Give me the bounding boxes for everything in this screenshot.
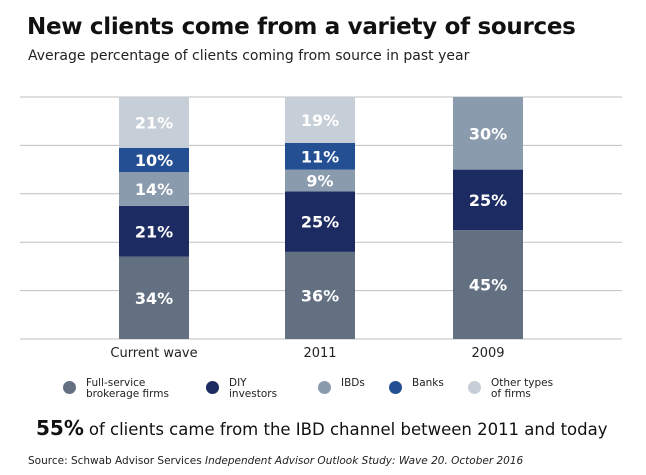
legend-label: Banks <box>412 377 444 389</box>
data-label: 21% <box>135 113 173 132</box>
legend-swatch <box>389 381 402 394</box>
bar-segment <box>453 97 523 170</box>
bar-segment <box>453 230 523 339</box>
data-label: 11% <box>301 147 339 166</box>
data-label: 36% <box>301 286 339 305</box>
chart-subtitle: Average percentage of clients coming fro… <box>28 48 470 64</box>
bar-segment <box>285 142 355 170</box>
bars: 34% 21% 14% 10% 21% 36% 25% 9% 11% 19% 45% 25% 30% <box>119 97 523 339</box>
category-label: 2011 <box>303 346 336 361</box>
source-note: Source: Schwab Advisor Services Independ… <box>28 455 523 467</box>
bar-stack: 34% 21% 14% 10% 21% <box>119 97 189 339</box>
legend-label: DIY investors <box>229 377 278 400</box>
bar-segment <box>285 97 355 143</box>
stacked-bar-chart: 34% 21% 14% 10% 21% 36% 25% 9% 11% 19% 45% 25% 30% C… <box>20 96 622 361</box>
legend-swatch <box>63 381 76 394</box>
legend-item: Other types of firms <box>468 378 553 400</box>
bar-segment <box>119 147 189 173</box>
category-label: 2009 <box>471 346 504 361</box>
legend-item: IBDs <box>318 378 365 394</box>
data-label: 14% <box>135 180 173 199</box>
legend: Full-service brokerage firms DIY investor… <box>0 378 646 414</box>
bar-segment <box>119 172 189 206</box>
data-label: 25% <box>469 191 507 210</box>
bar-stack: 36% 25% 9% 11% 19% <box>285 97 355 339</box>
bar-segment <box>453 169 523 231</box>
data-label: 9% <box>306 171 333 190</box>
legend-label: Full-service brokerage firms <box>86 377 170 400</box>
bar-segment <box>119 205 189 257</box>
legend-label: IBDs <box>341 377 365 389</box>
bar-segment <box>285 191 355 252</box>
bar-segment <box>119 256 189 339</box>
headline-text: of clients came from the IBD channel bet… <box>88 420 608 439</box>
data-label: 10% <box>135 151 173 170</box>
bar-segment <box>285 251 355 339</box>
bar-segment <box>285 169 355 192</box>
source-study: Independent Advisor Outlook Study: Wave … <box>205 455 524 467</box>
legend-swatch <box>206 381 219 394</box>
category-label: Current wave <box>110 346 197 361</box>
data-label: 21% <box>135 222 173 241</box>
legend-swatch <box>468 381 481 394</box>
legend-swatch <box>318 381 331 394</box>
data-label: 34% <box>135 289 173 308</box>
data-label: 45% <box>469 276 507 295</box>
data-label: 25% <box>301 213 339 232</box>
legend-item: Full-service brokerage firms <box>63 378 169 400</box>
headline: 55% of clients came from the IBD channel … <box>36 416 608 440</box>
legend-item: DIY investors <box>206 378 277 400</box>
legend-label: Other types of firms <box>491 377 554 400</box>
x-axis: Current wave 2011 2009 <box>110 346 504 361</box>
bar-segment <box>119 97 189 148</box>
source-prefix: Source: Schwab Advisor Services <box>28 455 206 467</box>
headline-percent: 55% <box>36 416 84 440</box>
chart-title: New clients come from a variety of sourc… <box>27 14 576 40</box>
bar-stack: 45% 25% 30% <box>453 97 523 339</box>
data-label: 30% <box>469 124 507 143</box>
legend-item: Banks <box>389 378 444 394</box>
data-label: 19% <box>301 111 339 130</box>
